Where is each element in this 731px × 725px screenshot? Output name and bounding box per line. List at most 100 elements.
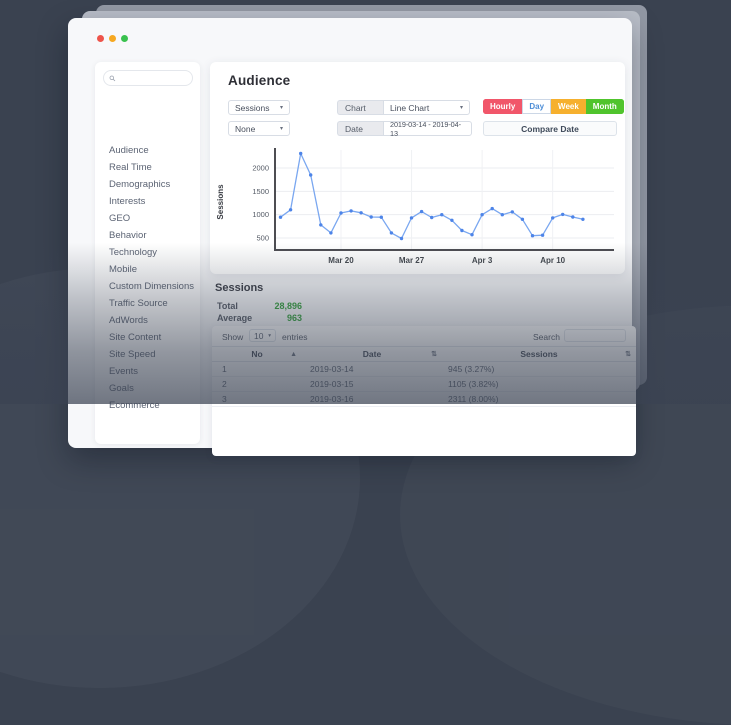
page-size-select[interactable]: 10 ▾ bbox=[249, 329, 276, 342]
chart-point[interactable] bbox=[409, 216, 414, 220]
y-tick-label: 2000 bbox=[252, 164, 269, 173]
chart-point[interactable] bbox=[419, 209, 424, 214]
sessions-table: Show 10 ▾ entries Search No ▲ Date ⇅ Ses… bbox=[212, 326, 636, 456]
y-tick-label: 500 bbox=[256, 234, 269, 243]
chart-point[interactable] bbox=[299, 151, 303, 156]
traffic-light-minimize[interactable] bbox=[109, 35, 116, 42]
chart-point[interactable] bbox=[319, 223, 323, 227]
month-button[interactable]: Month bbox=[585, 99, 624, 114]
total-label: Total bbox=[217, 301, 238, 311]
day-button[interactable]: Day bbox=[522, 99, 552, 114]
sidebar-search[interactable] bbox=[103, 70, 193, 86]
sidebar-item-site-content[interactable]: Site Content bbox=[109, 332, 162, 343]
chart-point[interactable] bbox=[480, 213, 484, 217]
chart-point[interactable] bbox=[399, 236, 404, 241]
chart-type-value: Line Chart bbox=[390, 102, 430, 113]
sidebar-item-behavior[interactable]: Behavior bbox=[109, 230, 147, 241]
secondary-dimension-select[interactable]: None ▾ bbox=[228, 121, 290, 136]
traffic-light-close[interactable] bbox=[97, 35, 104, 42]
cell-date: 2019-03-14 bbox=[310, 364, 354, 374]
column-header-sessions-label: Sessions bbox=[520, 349, 558, 359]
sidebar-item-audience[interactable]: Audience bbox=[109, 145, 149, 156]
sidebar-item-demographics[interactable]: Demographics bbox=[109, 179, 171, 190]
sidebar-item-interests[interactable]: Interests bbox=[109, 196, 146, 207]
chart-point[interactable] bbox=[460, 228, 464, 233]
x-tick-label: Apr 3 bbox=[472, 256, 493, 265]
chevron-down-icon: ▾ bbox=[279, 105, 283, 111]
chart-point[interactable] bbox=[369, 215, 373, 219]
sidebar-item-events[interactable]: Events bbox=[109, 366, 139, 377]
sidebar-item-site-speed[interactable]: Site Speed bbox=[109, 349, 156, 360]
hourly-button[interactable]: Hourly bbox=[483, 99, 523, 114]
chart-point[interactable] bbox=[349, 209, 353, 213]
sort-icon[interactable]: ▲ bbox=[290, 350, 297, 358]
sidebar-menu: Audience Real Time Demographics Interest… bbox=[109, 142, 199, 414]
chart-point[interactable] bbox=[329, 231, 333, 235]
table-row[interactable]: 2 2019-03-15 1105 (3.82%) bbox=[212, 377, 636, 392]
chart-point[interactable] bbox=[389, 231, 394, 235]
column-header-no[interactable]: No ▲ bbox=[212, 347, 302, 361]
chart-point[interactable] bbox=[520, 217, 525, 221]
chart-point[interactable] bbox=[581, 217, 585, 221]
chart-point[interactable] bbox=[551, 216, 555, 220]
y-axis-label: Sessions bbox=[216, 184, 225, 220]
chart-point[interactable] bbox=[530, 234, 535, 238]
chart-point[interactable] bbox=[339, 211, 343, 215]
sidebar-item-mobile[interactable]: Mobile bbox=[109, 264, 137, 275]
chart-point[interactable] bbox=[430, 215, 434, 220]
sort-icon[interactable]: ⇅ bbox=[431, 351, 437, 358]
chart-point[interactable] bbox=[561, 212, 565, 217]
cell-no: 1 bbox=[222, 364, 227, 374]
sidebar-item-ecommerce[interactable]: Ecommerce bbox=[109, 400, 160, 411]
metric-select[interactable]: Sessions ▾ bbox=[228, 100, 290, 115]
metric-select-value: Sessions bbox=[235, 102, 270, 113]
sidebar-item-adwords[interactable]: AdWords bbox=[109, 315, 148, 326]
date-range-input[interactable]: 2019-03-14 - 2019-04-13 bbox=[383, 120, 472, 138]
column-header-sessions[interactable]: Sessions ⇅ bbox=[442, 347, 636, 361]
column-header-no-label: No bbox=[251, 349, 263, 359]
show-label: Show bbox=[222, 332, 244, 342]
sessions-line-chart: 500 1000 1500 2000 Mar 20 Mar 27 Apr 3 Apr 10 Se… bbox=[212, 142, 622, 270]
cell-date: 2019-03-16 bbox=[310, 394, 354, 404]
sidebar-item-traffic-source[interactable]: Traffic Source bbox=[109, 298, 168, 309]
chart-point[interactable] bbox=[288, 208, 293, 212]
sidebar-item-technology[interactable]: Technology bbox=[109, 247, 158, 258]
cell-sessions: 1105 (3.82%) bbox=[448, 379, 499, 389]
sidebar-item-custom-dimensions[interactable]: Custom Dimensions bbox=[109, 281, 194, 292]
chart-point[interactable] bbox=[540, 233, 545, 237]
chart-point[interactable] bbox=[500, 213, 504, 217]
sidebar-search-input[interactable] bbox=[119, 73, 189, 83]
traffic-light-zoom[interactable] bbox=[121, 35, 128, 42]
chart-type-select[interactable]: Line Chart ▾ bbox=[383, 100, 470, 115]
table-search-input[interactable] bbox=[564, 329, 626, 342]
y-tick-label: 1500 bbox=[252, 187, 269, 196]
sort-icon[interactable]: ⇅ bbox=[625, 351, 631, 358]
entries-label: entries bbox=[282, 332, 308, 342]
table-row[interactable]: 1 2019-03-14 945 (3.27%) bbox=[212, 362, 636, 377]
cell-no: 3 bbox=[222, 394, 227, 404]
chart-point[interactable] bbox=[278, 215, 283, 219]
table-header: No ▲ Date ⇅ Sessions ⇅ bbox=[212, 346, 636, 362]
x-tick-label: Mar 20 bbox=[328, 256, 354, 265]
column-header-date[interactable]: Date ⇅ bbox=[302, 347, 442, 361]
week-button[interactable]: Week bbox=[551, 99, 586, 114]
chart-point[interactable] bbox=[359, 211, 363, 215]
chart-point[interactable] bbox=[490, 206, 494, 211]
compare-date-button[interactable]: Compare Date bbox=[483, 121, 617, 136]
chevron-down-icon: ▾ bbox=[459, 105, 463, 111]
chart-point[interactable] bbox=[510, 210, 514, 214]
sidebar-item-geo[interactable]: GEO bbox=[109, 213, 131, 224]
chart-point[interactable] bbox=[440, 213, 444, 217]
chart-point[interactable] bbox=[450, 218, 454, 222]
chart-point[interactable] bbox=[470, 233, 474, 237]
x-tick-label: Mar 27 bbox=[399, 256, 425, 265]
chart-point[interactable] bbox=[379, 215, 383, 219]
granularity-button-group: Hourly Day Week Month bbox=[483, 99, 624, 114]
table-row[interactable]: 3 2019-03-16 2311 (8.00%) bbox=[212, 392, 636, 407]
cell-date: 2019-03-15 bbox=[310, 379, 354, 389]
sidebar-item-real-time[interactable]: Real Time bbox=[109, 162, 152, 173]
chart-point[interactable] bbox=[309, 173, 313, 177]
chart-point[interactable] bbox=[571, 215, 575, 219]
y-tick-label: 1000 bbox=[252, 210, 269, 219]
sidebar-item-goals[interactable]: Goals bbox=[109, 383, 134, 394]
